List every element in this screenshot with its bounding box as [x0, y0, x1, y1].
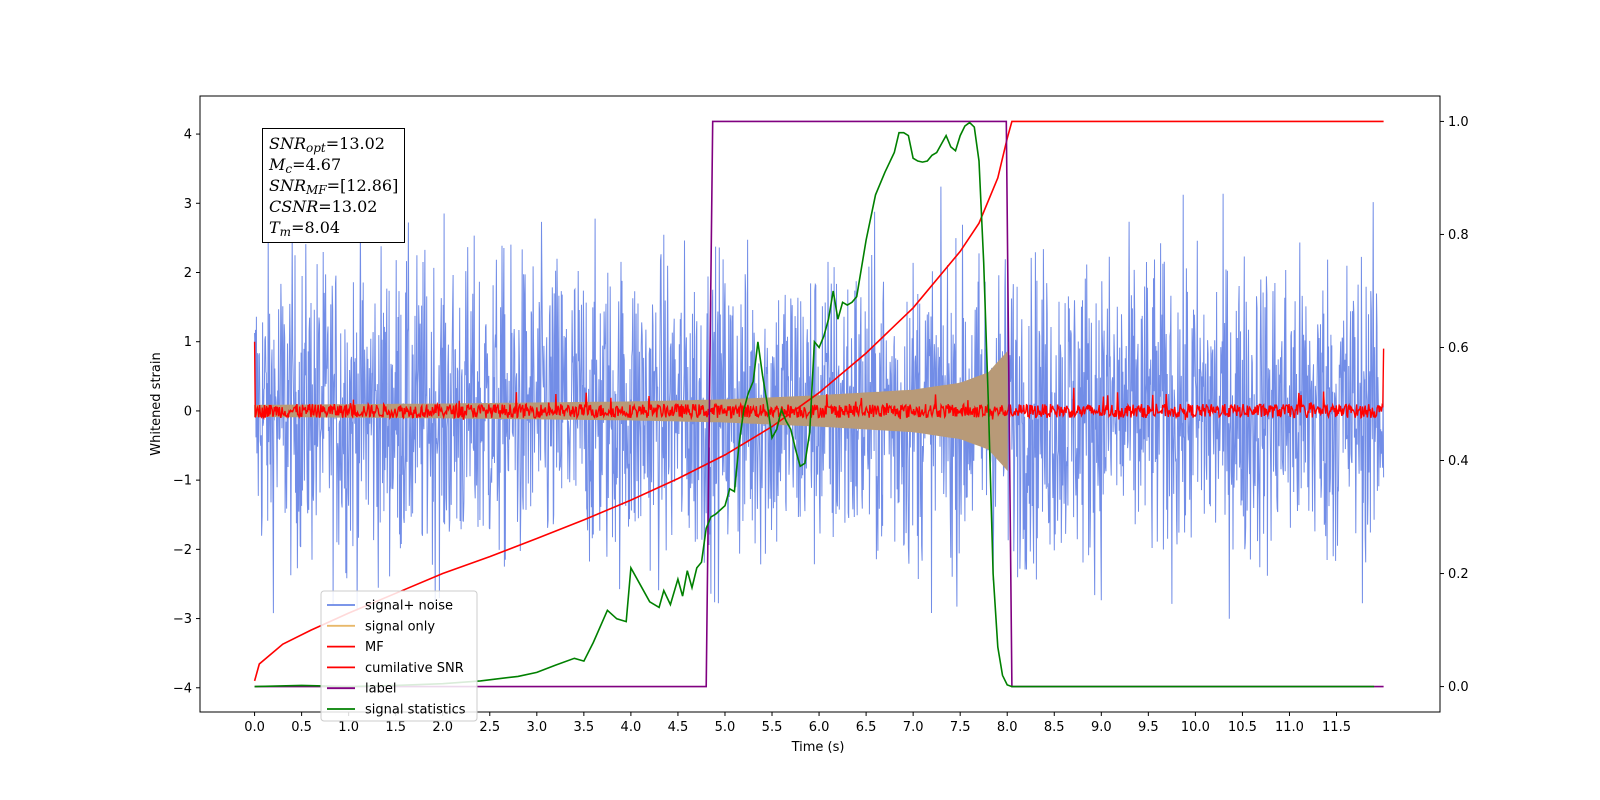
y-axis-label: Whitened strain — [149, 352, 164, 455]
y2-tick-label: 0.4 — [1448, 454, 1469, 469]
legend: signal+ noise signal only MF cumilative SNR… — [320, 590, 478, 722]
legend-box — [320, 590, 478, 722]
y-tick-label: 4 — [184, 128, 192, 143]
x-tick-label: 7.5 — [950, 720, 971, 735]
x-axis: 0.0 0.5 1.0 1.5 2.0 2.5 3.0 3.5 4.0 4.5 5.0 5.5 6.0 6… — [244, 712, 1351, 735]
y2-tick-label: 0.8 — [1448, 228, 1469, 243]
stats-row: Tm=8.04 — [269, 218, 341, 239]
legend-entry: cumilative SNR — [365, 661, 464, 676]
y-tick-label: −4 — [173, 681, 192, 696]
legend-entry: label — [365, 682, 396, 697]
plot-frame — [199, 95, 1441, 713]
x-tick-label: 6.5 — [856, 720, 877, 735]
x-tick-label: 6.0 — [809, 720, 830, 735]
x-tick-label: 8.5 — [1044, 720, 1065, 735]
y-axis-left: −4 −3 −2 −1 0 1 2 3 4 — [173, 128, 200, 696]
x-tick-label: 9.5 — [1138, 720, 1159, 735]
y-tick-label: −3 — [173, 612, 192, 627]
x-tick-label: 10.0 — [1181, 720, 1210, 735]
x-tick-label: 0.5 — [291, 720, 312, 735]
y-tick-label: −2 — [173, 543, 192, 558]
x-tick-label: 8.0 — [997, 720, 1018, 735]
y2-tick-label: 0.0 — [1448, 680, 1469, 695]
x-tick-label: 0.0 — [244, 720, 265, 735]
y2-tick-label: 0.2 — [1448, 567, 1469, 582]
y2-tick-label: 0.6 — [1448, 341, 1469, 356]
stats-row: Mc=4.67 — [269, 155, 342, 176]
signal-statistics-line — [254, 121, 1375, 688]
x-tick-label: 4.0 — [621, 720, 642, 735]
y-axis-right: 0.0 0.2 0.4 0.6 0.8 1.0 — [1440, 115, 1469, 695]
legend-entry: signal only — [365, 619, 435, 634]
stats-row: CSNR=13.02 — [269, 197, 378, 216]
y-tick-label: 1 — [184, 335, 192, 350]
x-tick-label: 3.5 — [574, 720, 595, 735]
x-tick-label: 3.0 — [526, 720, 547, 735]
y-tick-label: 0 — [184, 404, 192, 419]
x-tick-label: 7.0 — [903, 720, 924, 735]
mf-layer — [253, 341, 1385, 421]
x-tick-label: 11.0 — [1275, 720, 1304, 735]
x-tick-label: 4.5 — [668, 720, 689, 735]
x-tick-label: 2.5 — [479, 720, 500, 735]
y2-tick-label: 1.0 — [1448, 115, 1469, 130]
legend-entry: MF — [365, 640, 384, 655]
stats-row: SNRopt=13.02 — [269, 134, 385, 155]
x-axis-label: Time (s) — [791, 740, 845, 755]
y-tick-label: 3 — [184, 197, 192, 212]
x-tick-label: 1.5 — [385, 720, 406, 735]
y-tick-label: −1 — [173, 474, 192, 489]
y-tick-label: 2 — [184, 266, 192, 281]
x-tick-label: 1.0 — [338, 720, 359, 735]
x-tick-label: 5.0 — [715, 720, 736, 735]
stats-row: SNRMF=[12.86] — [269, 176, 399, 197]
mf-line — [253, 341, 1385, 421]
x-tick-label: 10.5 — [1228, 720, 1257, 735]
x-tick-label: 2.0 — [432, 720, 453, 735]
x-tick-label: 11.5 — [1322, 720, 1351, 735]
stats-annotation-box: SNRopt=13.02 Mc=4.67 SNRMF=[12.86] CSNR=13.… — [262, 128, 406, 243]
legend-entry: signal statistics — [365, 703, 466, 718]
x-tick-label: 9.0 — [1091, 720, 1112, 735]
x-tick-label: 5.5 — [762, 720, 783, 735]
legend-entry: signal+ noise — [365, 599, 453, 614]
